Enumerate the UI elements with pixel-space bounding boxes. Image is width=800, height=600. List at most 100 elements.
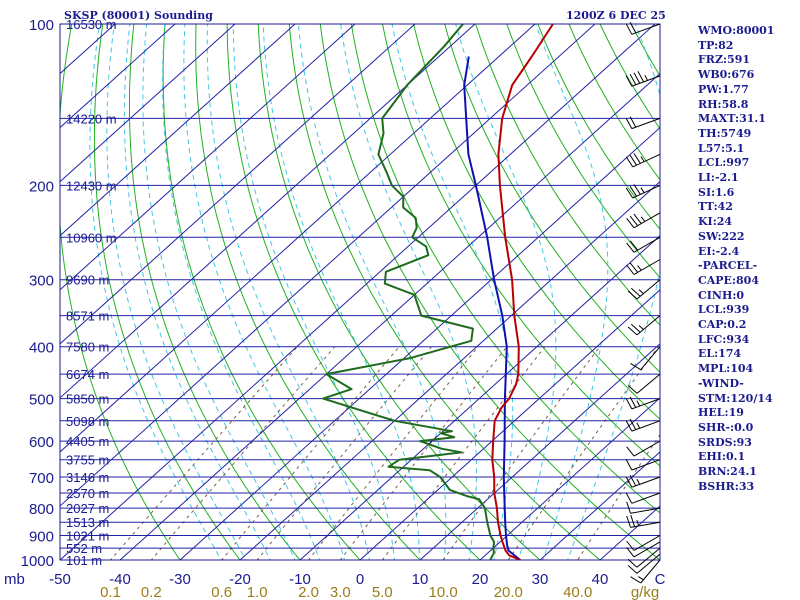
isotherm-line [179, 126, 660, 560]
sidebar-index-item: BRN:24.1 [698, 465, 757, 479]
pressure-label: 1000 [21, 553, 54, 570]
sidebar-index-item: SI:1.6 [698, 185, 735, 199]
wind-barb [625, 418, 661, 432]
wind-barb-flag [625, 23, 633, 35]
isotherm-line [119, 72, 660, 560]
sidebar-index-item: WMO:80001 [698, 24, 775, 37]
wind-barb-half-flag [636, 422, 641, 429]
wind-barb-flag [633, 213, 642, 224]
wind-barb-flag [625, 420, 633, 432]
wind-barb-flag [627, 385, 638, 394]
temperature-trace [491, 24, 554, 560]
height-label: 3146 m [66, 470, 109, 485]
wind-barb-flag [625, 492, 633, 504]
wind-barb-flag [627, 326, 638, 336]
mixing-ratio-label: 10.0 [428, 584, 457, 600]
wind-barb-flag [626, 446, 635, 457]
wind-barb-half-flag [636, 400, 641, 407]
dry-adiabat-line [162, 24, 361, 560]
wind-barb-staff [630, 507, 661, 514]
wind-barb-flag [629, 185, 638, 197]
sidebar-index-item: TH:5749 [698, 126, 752, 140]
isotherm-line [60, 24, 536, 453]
wind-barb-flag [627, 558, 638, 568]
wind-barb-staff [632, 184, 661, 199]
temperature-tick-label: C [655, 571, 666, 588]
dewpoint-trace [322, 24, 496, 560]
dry-adiabat-line [413, 24, 660, 420]
sidebar-index-item: RH:58.8 [698, 97, 749, 111]
wind-barb-flag [625, 476, 633, 488]
wind-barb-flag [629, 474, 637, 487]
sidebar-index-item: MAXT:31.1 [698, 112, 766, 126]
height-label: 2027 m [66, 501, 109, 516]
height-label: 5850 m [66, 392, 109, 407]
wind-barb-staff [640, 559, 661, 584]
isotherm-line [60, 24, 476, 399]
mixing-ratio-label: 0.1 [100, 584, 121, 600]
height-label: 101 m [66, 553, 102, 568]
wind-barb-staff [636, 315, 661, 336]
wind-barb [626, 440, 661, 457]
sidebar-index-item: BSHR:33 [698, 479, 755, 493]
height-label: 7580 m [66, 340, 109, 355]
wind-barb-flag [633, 153, 641, 164]
mixing-ratio-line [381, 346, 546, 560]
pressure-label: 400 [29, 340, 54, 357]
wind-barb [625, 396, 661, 410]
sidebar-index-item: -WIND- [698, 376, 744, 390]
sounding-profiles [322, 24, 554, 560]
sidebar-index-item: SW:222 [698, 229, 745, 243]
temperature-tick-label: 20 [472, 571, 489, 588]
isotherm-line [60, 24, 356, 291]
wind-barb-flag [630, 287, 641, 297]
wind-barb [626, 236, 661, 253]
wind-barb-flag [629, 21, 637, 34]
wind-barb [625, 71, 661, 87]
wind-barb-flag [629, 240, 639, 251]
wind-barb-flag [629, 73, 637, 86]
dry-adiabat-line [475, 24, 660, 326]
mixing-ratio-label: 0.6 [211, 584, 232, 600]
wind-barb-staff [636, 547, 661, 568]
sidebar-index-item: CAPE:804 [698, 273, 759, 287]
isotherm-line [299, 235, 660, 560]
sidebar-index-item: KI:24 [698, 215, 733, 229]
wind-barb-flag [625, 75, 633, 87]
background-grid [60, 24, 660, 560]
moist-adiabat-line [340, 24, 477, 560]
mixing-ratio-label: 40.0 [563, 584, 592, 600]
wind-barb [627, 373, 661, 394]
parcel-trace [463, 56, 521, 560]
wind-barb-flag [629, 215, 639, 227]
wind-barb-flag [630, 576, 641, 584]
mixing-ratio-line [442, 346, 601, 560]
wind-barb-staff [636, 279, 661, 300]
wind-barb-half-flag [638, 576, 644, 581]
wind-barb-staff [640, 346, 661, 371]
wind-barb [625, 116, 661, 130]
wind-barb-staff [631, 117, 661, 130]
dry-adiabat-line [319, 24, 660, 560]
sidebar-index-item: CAP:0.2 [698, 318, 747, 332]
wind-barb-flag [625, 187, 634, 199]
wind-barb-flag [626, 264, 635, 275]
dry-adiabat-line [93, 24, 241, 560]
mixing-ratio-label: 20.0 [494, 584, 523, 600]
mixing-ratio-label: 1.0 [247, 584, 268, 600]
mixing-ratio-label: 0.2 [141, 584, 162, 600]
wind-barb-half-flag [644, 74, 649, 81]
pressure-label: 700 [29, 470, 54, 487]
isotherm-line [60, 24, 596, 507]
wind-barb-flag [626, 242, 635, 253]
temperature-tick-label: -30 [169, 571, 191, 588]
sidebar-index-item: -PARCEL- [698, 259, 758, 273]
moist-adiabat-line [162, 24, 321, 560]
mixing-ratio-label: 2.0 [298, 584, 319, 600]
wind-barb-staff [631, 23, 661, 35]
dry-adiabat-line [60, 24, 181, 560]
height-label: 1021 m [66, 529, 109, 544]
wind-barb [630, 559, 661, 584]
wind-barb-flag [625, 459, 633, 471]
